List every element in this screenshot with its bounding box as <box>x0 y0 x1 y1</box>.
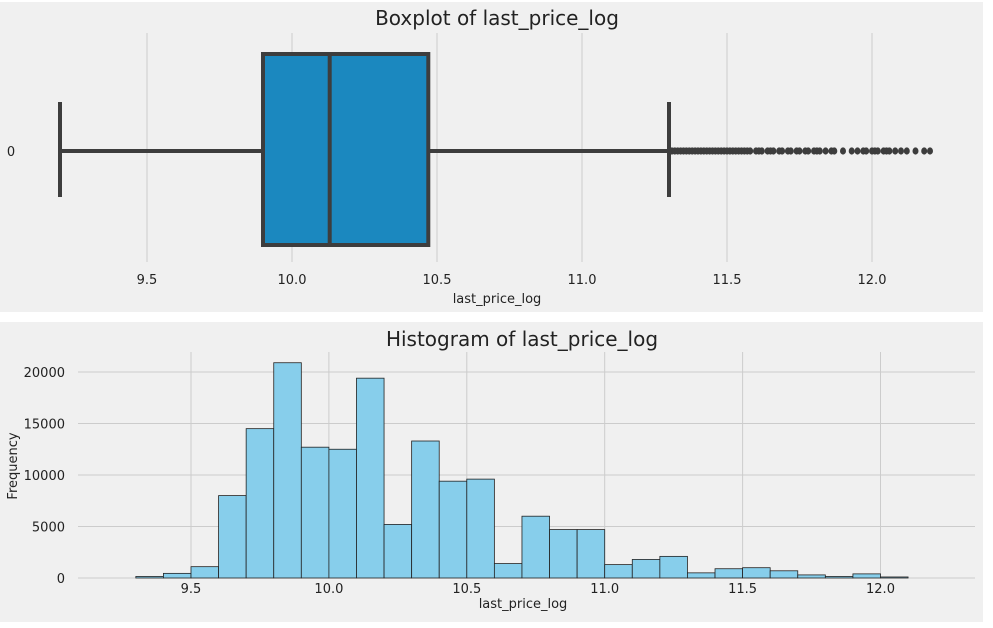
outlier-point <box>848 147 855 155</box>
histogram-bar <box>135 576 164 579</box>
outlier-point <box>779 147 786 155</box>
histogram-x-tick-label: 10.5 <box>452 582 481 597</box>
histogram-bar <box>659 555 688 579</box>
histogram-bar <box>438 480 468 579</box>
histogram-x-tick-labels: 9.5 10.0 10.5 11.0 11.5 12.0 <box>181 582 895 597</box>
histogram-y-tick-label: 20000 <box>24 366 65 381</box>
interquartile-box <box>261 52 431 247</box>
boxplot-x-tick-label: 9.5 <box>137 273 158 288</box>
histogram-bar <box>576 529 606 579</box>
histogram-bar <box>769 570 799 579</box>
histogram-bar <box>466 478 495 579</box>
outlier-point <box>816 147 823 155</box>
boxplot-panel: Boxplot of last_price_log 9.5 10.0 10.5 11.… <box>0 2 983 312</box>
outlier-point <box>927 147 933 155</box>
histogram-panel: Histogram of last_price_log 0 5000 10000 15… <box>0 322 983 622</box>
outlier-point <box>758 147 765 155</box>
boxplot-x-tick-label: 11.0 <box>568 273 597 288</box>
histogram-bar <box>852 573 881 579</box>
histogram-y-tick-label: 10000 <box>24 469 65 484</box>
histogram-bars <box>135 362 909 579</box>
histogram-y-tick-label: 5000 <box>32 521 65 536</box>
outlier-point <box>886 147 893 155</box>
histogram-bar <box>549 529 578 579</box>
outlier-point <box>822 147 829 155</box>
histogram-bar <box>218 495 247 579</box>
histogram-bar <box>493 563 523 579</box>
outlier-point <box>747 147 754 155</box>
histogram-x-tick-label: 12.0 <box>866 582 895 597</box>
histogram-x-tick-label: 11.5 <box>728 582 757 597</box>
boxplot-y-tick-label: 0 <box>7 145 15 160</box>
histogram-title: Histogram of last_price_log <box>386 327 658 351</box>
outlier-point <box>898 147 904 155</box>
histogram-y-axis-label: Frequency <box>6 432 21 499</box>
histogram-bar <box>163 572 192 579</box>
histogram-bar <box>411 440 440 579</box>
outlier-point <box>854 147 861 155</box>
histogram-bar <box>273 362 302 579</box>
outlier-point <box>840 147 846 155</box>
histogram-bar <box>714 568 744 579</box>
histogram-bar <box>742 567 771 579</box>
histogram-bar <box>356 377 385 579</box>
histogram-bar <box>328 448 357 579</box>
boxplot-background <box>0 2 983 312</box>
outlier-point <box>921 147 928 155</box>
outlier-point <box>903 147 910 155</box>
histogram-x-tick-label: 10.0 <box>314 582 343 597</box>
boxplot-x-axis-label: last_price_log <box>453 292 542 307</box>
histogram-bar <box>824 576 854 579</box>
histogram-y-tick-label: 15000 <box>24 418 65 433</box>
outlier-point <box>863 147 870 155</box>
histogram-x-tick-label: 9.5 <box>181 582 202 597</box>
outlier-point <box>874 147 881 155</box>
boxplot-x-tick-label: 12.0 <box>858 273 887 288</box>
histogram-bar <box>190 566 219 579</box>
outlier-point <box>805 147 812 155</box>
boxplot-marks <box>58 52 933 247</box>
outlier-point <box>912 147 919 155</box>
boxplot-title: Boxplot of last_price_log <box>375 6 619 30</box>
histogram-y-tick-label: 0 <box>57 572 65 587</box>
histogram-y-tick-labels: 0 5000 10000 15000 20000 <box>24 366 65 587</box>
histogram-bar <box>300 446 330 579</box>
boxplot-x-tick-label: 11.5 <box>713 273 742 288</box>
outlier-point <box>831 147 838 155</box>
histogram-x-tick-label: 11.0 <box>590 582 619 597</box>
histogram-bar <box>880 576 909 579</box>
outlier-point <box>892 147 899 155</box>
histogram-bar <box>797 574 826 579</box>
histogram-x-axis-label: last_price_log <box>479 597 568 612</box>
histogram-bar <box>604 564 633 579</box>
boxplot-x-tick-labels: 9.5 10.0 10.5 11.0 11.5 12.0 <box>137 273 887 288</box>
histogram-bar <box>245 428 275 579</box>
boxplot-x-tick-label: 10.0 <box>278 273 307 288</box>
histogram-bar <box>687 572 716 579</box>
histogram-bar <box>521 515 550 579</box>
histogram-bar <box>631 559 661 579</box>
boxplot-x-tick-label: 10.5 <box>423 273 452 288</box>
histogram-bar <box>383 524 413 579</box>
outlier-point <box>787 147 794 155</box>
outlier-point <box>796 147 803 155</box>
outlier-point <box>770 147 777 155</box>
